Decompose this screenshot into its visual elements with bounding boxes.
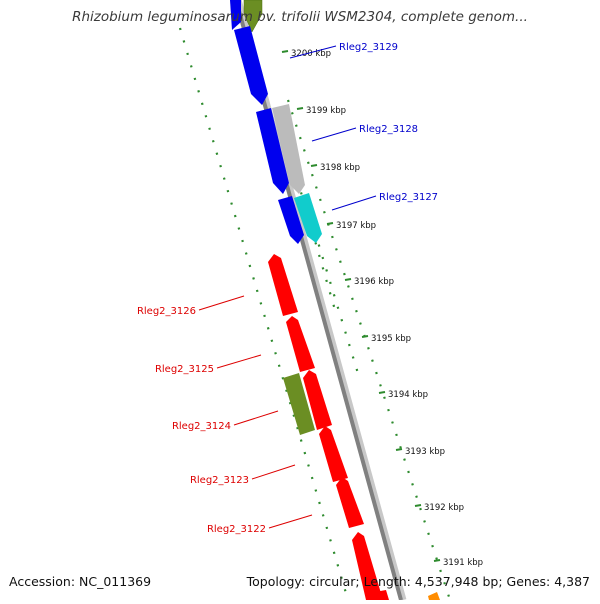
gene-feature-bottom-red-2[interactable] xyxy=(375,590,389,600)
ruler-tick xyxy=(433,559,441,562)
gene-label-rleg2-3124[interactable]: Rleg2_3124 xyxy=(172,421,231,432)
gc-guide-line-4 xyxy=(294,169,362,381)
gene-label-leader xyxy=(311,127,357,142)
ruler-tick xyxy=(326,222,334,225)
gene-features xyxy=(230,0,440,600)
ruler-tick xyxy=(395,448,403,451)
ruler-tick xyxy=(361,335,369,338)
gene-feature-rleg2-3124[interactable] xyxy=(283,373,315,435)
gene-label-leader xyxy=(233,410,279,426)
gene-feature-rleg2-3125[interactable] xyxy=(286,316,315,372)
gene-feature-rleg2-3122[interactable] xyxy=(336,477,364,528)
gene-label-rleg2-3126[interactable]: Rleg2_3126 xyxy=(137,306,196,317)
ruler-tick xyxy=(281,50,289,53)
gene-label-rleg2-3128[interactable]: Rleg2_3128 xyxy=(359,124,418,135)
gene-feature-bottom-orange[interactable] xyxy=(428,592,440,600)
gene-feature-rleg2-3128-upstream[interactable] xyxy=(256,108,289,194)
kbp-ruler: 3200 kbp 3199 kbp 3198 kbp 3197 kbp 3196 kbp… xyxy=(281,49,483,568)
gene-label-leader xyxy=(331,195,377,211)
gene-feature-bottom-red[interactable] xyxy=(352,532,383,600)
gene-feature-rleg2-3124-red[interactable] xyxy=(303,370,332,430)
ruler-tick xyxy=(344,278,352,281)
genome-summary-text: Topology: circular; Length: 4,537,948 bp… xyxy=(246,574,590,589)
gene-label-rleg2-3122[interactable]: Rleg2_3122 xyxy=(207,524,266,535)
ruler-tick xyxy=(296,107,304,110)
ruler-label: 3196 kbp xyxy=(354,277,394,287)
gene-feature-rleg2-3128[interactable] xyxy=(272,104,305,194)
gene-feature-rleg2-3126[interactable] xyxy=(268,254,298,316)
gene-label-rleg2-3123[interactable]: Rleg2_3123 xyxy=(190,475,249,486)
gene-label-leader xyxy=(289,45,337,59)
ruler-label: 3195 kbp xyxy=(371,334,411,344)
ruler-tick xyxy=(310,164,318,167)
ruler-label: 3194 kbp xyxy=(388,390,428,400)
gene-feature-rleg2-3127-upstream[interactable] xyxy=(278,196,304,244)
gc-guide-line-3 xyxy=(281,129,337,311)
gene-label-layer: Rleg2_3129 Rleg2_3128 Rleg2_3127 Rleg2_3126… xyxy=(137,42,438,535)
ruler-label: 3197 kbp xyxy=(336,221,376,231)
gene-feature-rleg2-3129[interactable] xyxy=(234,26,268,105)
ruler-label: 3193 kbp xyxy=(405,447,445,457)
gene-label-rleg2-3125[interactable]: Rleg2_3125 xyxy=(155,364,214,375)
gene-label-leader xyxy=(216,354,262,369)
gene-label-rleg2-3129[interactable]: Rleg2_3129 xyxy=(339,42,398,53)
gene-label-leader xyxy=(198,295,245,311)
ruler-label: 3191 kbp xyxy=(443,558,483,568)
accession-text: Accession: NC_011369 xyxy=(9,574,152,589)
genome-title: Rhizobium leguminosarum bv. trifolii WSM… xyxy=(72,9,528,25)
ruler-tick xyxy=(378,391,386,394)
gene-feature-top-olive[interactable] xyxy=(243,0,263,33)
gene-label-leader xyxy=(251,464,296,480)
gene-feature-rleg2-3127[interactable] xyxy=(294,193,322,243)
ruler-tick xyxy=(414,504,422,507)
gene-label-rleg2-3127[interactable]: Rleg2_3127 xyxy=(379,192,438,203)
ruler-label: 3199 kbp xyxy=(306,106,346,116)
gene-feature-rleg2-3123[interactable] xyxy=(319,426,348,482)
gc-guide-line-2 xyxy=(286,99,452,601)
gene-feature-top-blue[interactable] xyxy=(230,0,241,30)
ruler-label: 3200 kbp xyxy=(291,49,331,59)
gc-guide-lines xyxy=(178,27,452,601)
ruler-label: 3198 kbp xyxy=(320,163,360,173)
gene-label-leader xyxy=(268,514,313,529)
ruler-label: 3192 kbp xyxy=(424,503,464,513)
